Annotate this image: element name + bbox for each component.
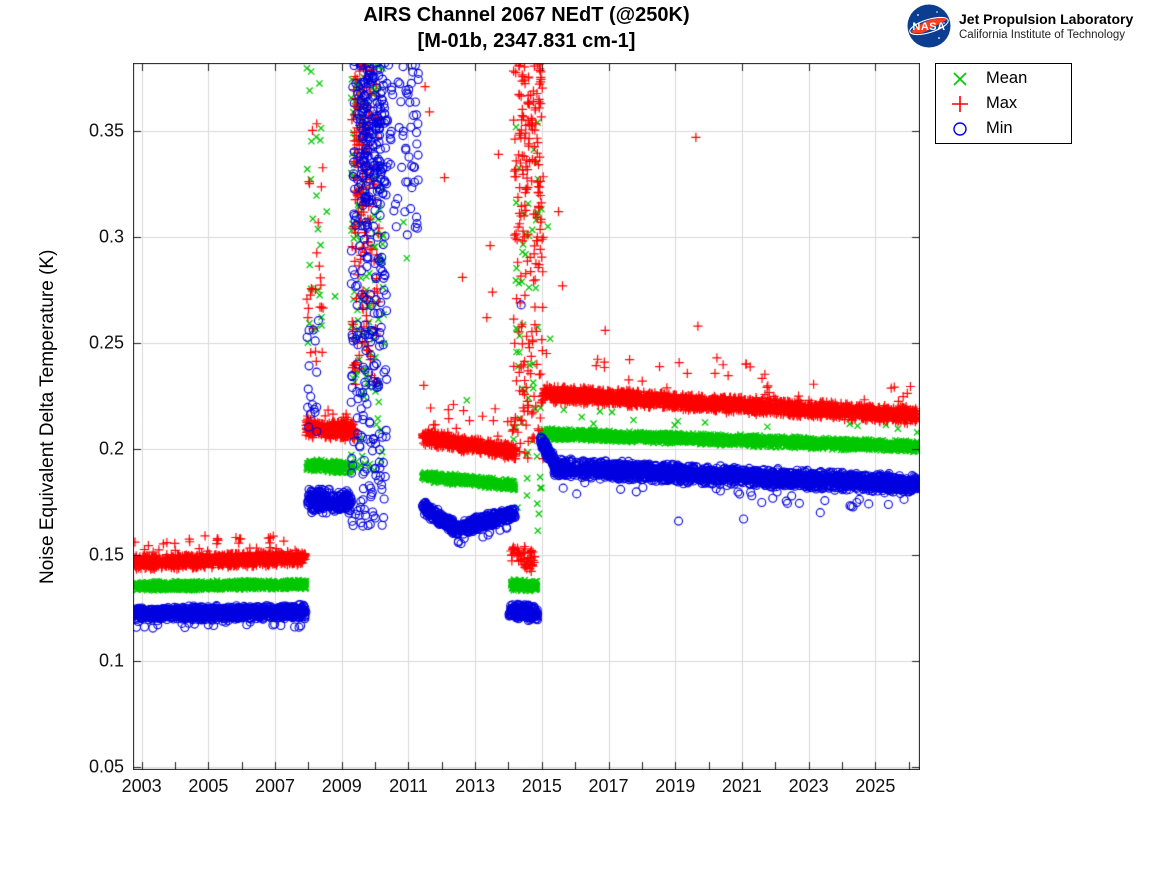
y-tick-label: 0.35 <box>88 120 124 141</box>
mean-marker-icon <box>953 71 967 86</box>
chart-title-block: AIRS Channel 2067 NEdT (@250K) [M-01b, 2… <box>133 2 920 54</box>
x-tick-label: 2013 <box>455 776 496 796</box>
min-marker-icon <box>953 121 967 136</box>
x-axis-tick-labels: 2003 2005 2007 2009 2011 2013 2015 2017 2019 2021… <box>122 776 920 800</box>
scatter-canvas <box>133 63 920 770</box>
x-tick-label: 2017 <box>588 776 629 796</box>
jpl-logo-line1: Jet Propulsion Laboratory <box>959 10 1134 27</box>
jpl-logo-text: Jet Propulsion Laboratory California Ins… <box>959 11 1133 42</box>
legend-label-mean: Mean <box>986 69 1028 87</box>
y-tick-label: 0.3 <box>98 226 124 247</box>
x-tick-label: 2009 <box>321 776 362 796</box>
chart-subtitle: [M-01b, 2347.831 cm-1] <box>417 30 636 52</box>
legend-label-max: Max <box>986 94 1018 112</box>
legend-item-min: Min <box>949 116 1071 141</box>
x-tick-label: 2023 <box>788 776 829 796</box>
x-tick-label: 2015 <box>521 776 562 796</box>
y-tick-label: 0.2 <box>98 438 124 459</box>
jpl-logo-line2: California Institute of Technology <box>959 28 1125 41</box>
x-tick-label: 2025 <box>855 776 896 796</box>
y-axis-tick-labels: 0.05 0.1 0.15 0.2 0.25 0.3 0.35 <box>0 63 124 777</box>
x-tick-label: 2019 <box>655 776 696 796</box>
jpl-logo: NASA Jet Propulsion Laboratory Californi… <box>906 3 1133 49</box>
legend-label-min: Min <box>986 119 1013 137</box>
nasa-meatball-icon: NASA <box>907 4 951 48</box>
y-tick-label: 0.25 <box>88 332 124 353</box>
x-tick-label: 2003 <box>121 776 162 796</box>
x-tick-label: 2007 <box>255 776 296 796</box>
svg-text:NASA: NASA <box>912 21 945 33</box>
legend-item-mean: Mean <box>949 66 1071 91</box>
y-tick-label: 0.1 <box>98 650 124 671</box>
y-tick-label: 0.05 <box>88 756 124 777</box>
plot-area <box>133 63 920 770</box>
x-tick-label: 2021 <box>721 776 762 796</box>
legend: Mean Max Min <box>935 63 1072 144</box>
x-tick-label: 2005 <box>188 776 229 796</box>
x-tick-label: 2011 <box>389 776 428 796</box>
max-marker-icon <box>952 95 968 112</box>
chart-title: AIRS Channel 2067 NEdT (@250K) <box>363 4 690 26</box>
legend-item-max: Max <box>949 91 1071 116</box>
y-tick-label: 0.15 <box>88 544 124 565</box>
